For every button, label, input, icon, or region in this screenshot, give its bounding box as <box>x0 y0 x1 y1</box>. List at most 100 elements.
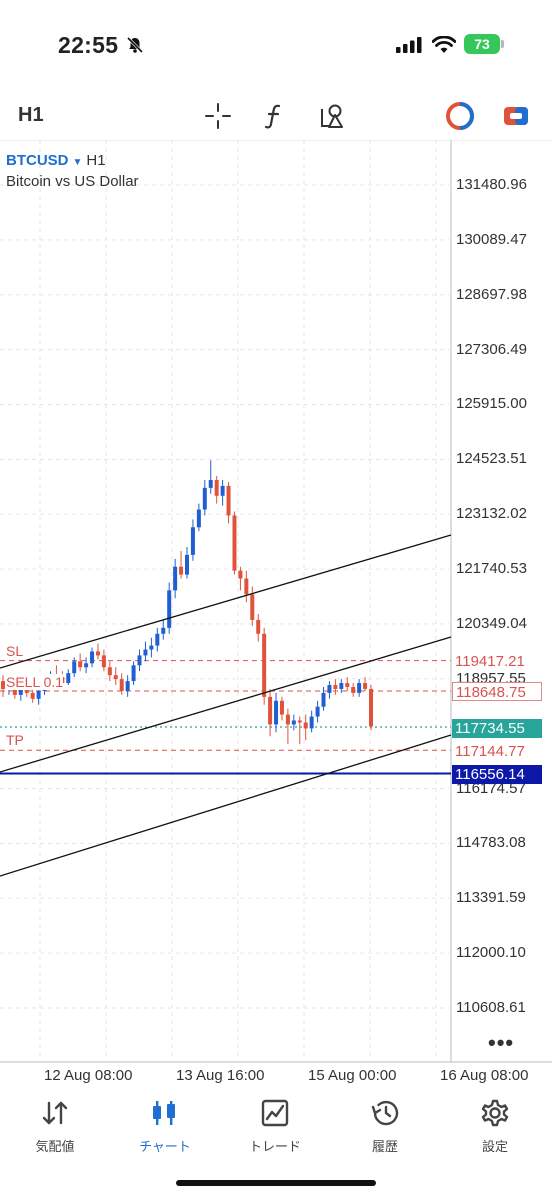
nav-item-label: 設定 <box>481 1139 508 1154</box>
candle-body <box>1 681 5 689</box>
more-options-icon[interactable]: ••• <box>488 1030 515 1055</box>
price-axis-label: 113391.59 <box>456 889 526 907</box>
crosshair-icon[interactable] <box>202 100 234 132</box>
symbol-timeframe: H1 <box>86 152 106 169</box>
sell-price-tag: 118648.75 <box>452 682 542 701</box>
candle-body <box>95 651 100 656</box>
candle-body <box>143 649 148 656</box>
candle-body <box>131 665 136 682</box>
candle-body <box>297 720 302 723</box>
candle-body <box>36 690 41 699</box>
candle-body <box>78 661 83 668</box>
price-axis-label: 130089.47 <box>456 230 527 248</box>
candle-body <box>309 716 314 729</box>
bell-slash-icon <box>126 36 144 59</box>
candle-body <box>30 692 35 699</box>
battery-tip <box>501 40 504 48</box>
candle-body <box>113 675 118 680</box>
price-chart[interactable] <box>0 140 552 1080</box>
candle-body <box>256 619 261 634</box>
candle-body <box>303 722 308 729</box>
symbol-name[interactable]: BTCUSD <box>6 152 69 169</box>
bid-price-tag: 117734.55 <box>452 719 542 738</box>
chevron-down-icon[interactable]: ▼ <box>72 157 83 168</box>
price-axis-label: 123132.02 <box>456 505 527 523</box>
candle-body <box>149 645 154 650</box>
candle-body <box>244 578 249 595</box>
account-icon[interactable] <box>500 100 532 132</box>
sell-order-label[interactable]: SELL 0.1 <box>6 674 64 690</box>
nav-item-chart[interactable]: チャート <box>120 1096 210 1155</box>
candle-body <box>268 696 273 725</box>
home-indicator <box>176 1180 376 1186</box>
chart-toolbar: H1 <box>0 92 552 140</box>
status-time: 22:55 <box>58 32 119 58</box>
candle-body <box>238 570 243 579</box>
candle-body <box>285 714 290 725</box>
candle-body <box>339 683 344 689</box>
candle-body <box>185 554 189 575</box>
candle-body <box>220 485 225 496</box>
candle-body <box>107 667 112 676</box>
candle-body <box>208 479 213 488</box>
candle-body <box>327 685 332 693</box>
wifi-icon <box>431 35 457 59</box>
function-icon[interactable] <box>258 100 290 132</box>
candle-body <box>66 673 71 684</box>
trade-icon <box>230 1096 320 1130</box>
candle-body <box>173 566 178 591</box>
price-axis-label: 112000.10 <box>456 944 526 962</box>
candle-body <box>190 527 195 555</box>
candle-body <box>90 651 95 664</box>
status-bar: 22:55 73 <box>0 0 552 90</box>
nav-item-label: 履歴 <box>371 1139 398 1154</box>
nav-item-settings[interactable]: 設定 <box>450 1096 540 1155</box>
nav-item-trade[interactable]: トレード <box>230 1096 320 1155</box>
quotes-icon <box>10 1096 100 1130</box>
price-axis-label: 125915.00 <box>456 395 527 413</box>
price-axis-label: 121740.53 <box>456 560 527 578</box>
price-axis-label: 128697.98 <box>456 285 527 303</box>
trend-line <box>0 734 452 877</box>
time-label: 13 Aug 16:00 <box>176 1067 265 1084</box>
nav-item-quotes[interactable]: 気配値 <box>10 1096 100 1155</box>
battery-indicator: 73 <box>464 34 500 54</box>
time-label: 12 Aug 08:00 <box>44 1067 133 1084</box>
price-axis-label: 114783.08 <box>456 834 526 852</box>
chart-icon <box>120 1096 210 1130</box>
candle-body <box>333 685 338 689</box>
trend-line <box>0 636 452 773</box>
candle-body <box>274 700 279 725</box>
one-click-trading-icon[interactable] <box>444 100 476 132</box>
time-label: 15 Aug 00:00 <box>308 1067 397 1084</box>
nav-item-history[interactable]: 履歴 <box>340 1096 430 1155</box>
symbol-header[interactable]: BTCUSD ▼ H1 <box>6 152 106 169</box>
candle-body <box>101 655 106 668</box>
candle-body <box>214 479 219 496</box>
cellular-signal-icon <box>396 37 422 58</box>
bottom-nav: 気配値 チャート トレード 履歴 設定 <box>0 1088 552 1200</box>
symbol-description: Bitcoin vs US Dollar <box>6 173 139 190</box>
candle-body <box>226 485 231 516</box>
candle-body <box>196 509 201 528</box>
timeframe-button[interactable]: H1 <box>18 104 44 126</box>
candle-body <box>155 633 160 646</box>
nav-item-label: トレード <box>248 1139 301 1154</box>
sl-label: SL <box>6 643 24 659</box>
candle-body <box>167 590 172 628</box>
candle-body <box>345 683 350 687</box>
candle-body <box>315 706 320 717</box>
candle-body <box>232 515 237 571</box>
candle-body <box>250 594 255 620</box>
candle-body <box>369 688 373 727</box>
shapes-icon[interactable] <box>316 100 348 132</box>
chart-area[interactable] <box>0 140 552 1080</box>
nav-item-label: 気配値 <box>35 1139 75 1154</box>
price-axis-label: 127306.49 <box>456 340 527 358</box>
tp-label: TP <box>6 732 24 748</box>
price-axis-label: 120349.04 <box>456 614 527 632</box>
price-axis-label: 131480.96 <box>456 176 527 193</box>
candle-body <box>125 681 130 691</box>
history-icon <box>340 1096 430 1130</box>
sl-price-tag: 119417.21 <box>452 652 542 671</box>
